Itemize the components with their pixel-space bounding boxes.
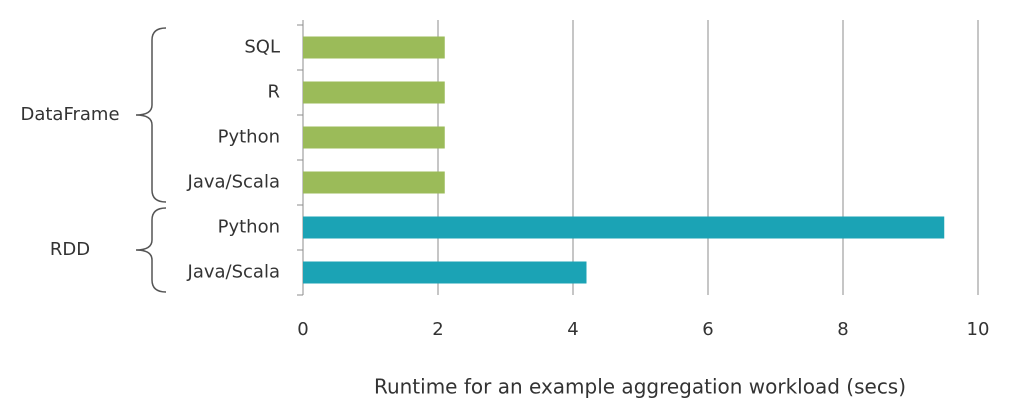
bar [303,36,445,59]
bar [303,81,445,104]
category-label: Python [218,217,280,238]
bar [303,126,445,149]
category-label: Java/Scala [187,262,280,283]
group-brace [135,27,167,203]
x-tick-label: 2 [432,319,443,340]
x-tick-label: 6 [702,319,713,340]
category-label: SQL [244,37,280,58]
bar [303,216,945,239]
bar [303,171,445,194]
x-tick-label: 0 [297,319,308,340]
group-label: RDD [50,239,90,260]
group-label: DataFrame [20,104,119,125]
bar [303,261,587,284]
group-brace [135,207,167,293]
category-label: Java/Scala [187,172,280,193]
x-tick-label: 4 [567,319,578,340]
x-tick-label: 10 [967,319,990,340]
x-axis-title: Runtime for an example aggregation workl… [374,375,906,399]
category-label: Python [218,127,280,148]
category-label: R [267,82,280,103]
x-tick-label: 8 [837,319,848,340]
